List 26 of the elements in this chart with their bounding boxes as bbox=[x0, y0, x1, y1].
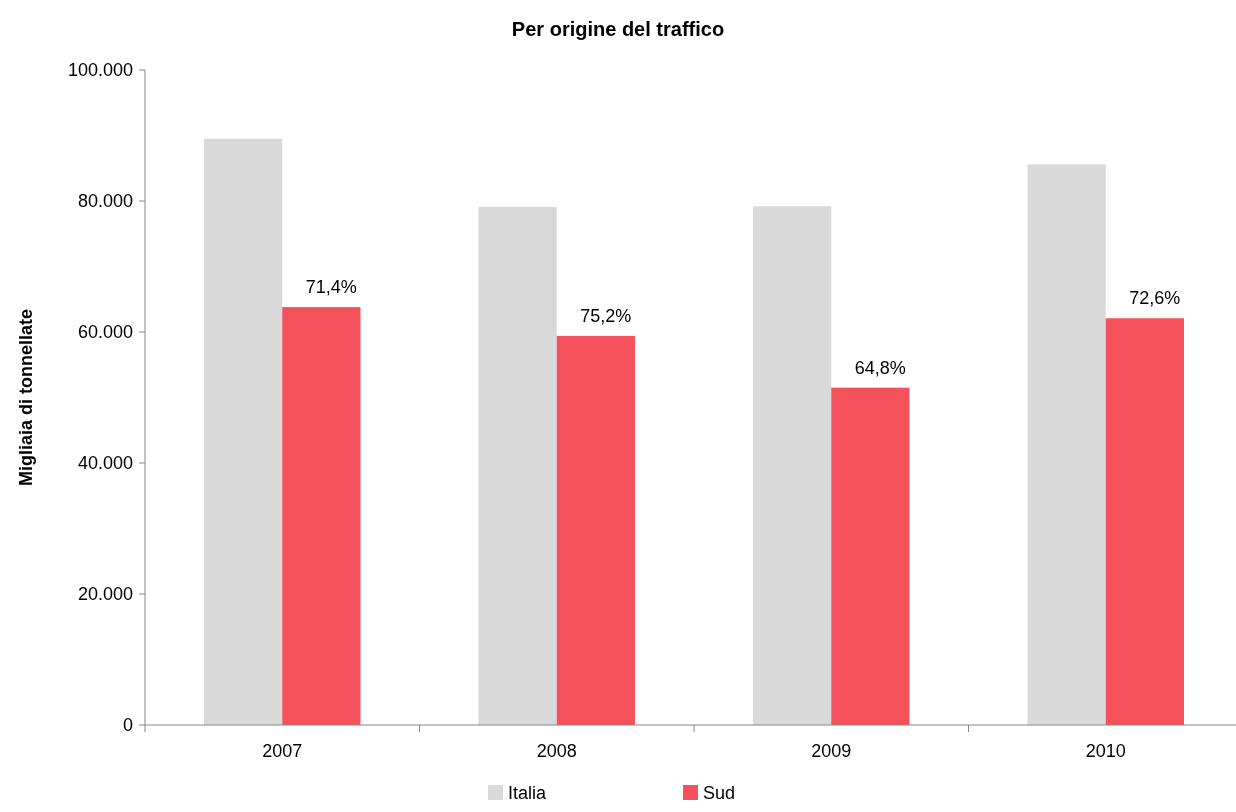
x-tick-label: 2007 bbox=[262, 741, 303, 761]
x-tick-label: 2008 bbox=[536, 741, 577, 761]
y-tick-label: 80.000 bbox=[77, 191, 133, 212]
x-tick-label: 2009 bbox=[811, 741, 852, 761]
bar bbox=[831, 387, 910, 725]
legend-label: Sud bbox=[703, 783, 736, 803]
bar bbox=[1105, 318, 1184, 725]
legend-label: Italia bbox=[508, 783, 548, 803]
y-tick-label: 40.000 bbox=[77, 453, 133, 474]
y-tick-label: 0 bbox=[122, 715, 133, 736]
bar bbox=[1027, 164, 1106, 725]
y-tick-label: 20.000 bbox=[77, 584, 133, 605]
y-tick-label: 100.000 bbox=[67, 60, 133, 81]
y-axis-title: Migliaia di tonnellate bbox=[16, 308, 36, 487]
chart-title: Per origine del traffico bbox=[511, 18, 725, 40]
annotation: 71,4% bbox=[305, 277, 357, 298]
bar bbox=[282, 307, 361, 725]
y-tick-label: 60.000 bbox=[77, 322, 133, 343]
annotation: 64,8% bbox=[854, 357, 906, 378]
bar bbox=[204, 138, 283, 725]
bar bbox=[478, 206, 557, 725]
annotation: 75,2% bbox=[580, 305, 632, 326]
bar bbox=[556, 335, 635, 725]
annotation: 72,6% bbox=[1129, 288, 1181, 309]
bar bbox=[753, 206, 832, 725]
x-tick-label: 2010 bbox=[1085, 741, 1126, 761]
